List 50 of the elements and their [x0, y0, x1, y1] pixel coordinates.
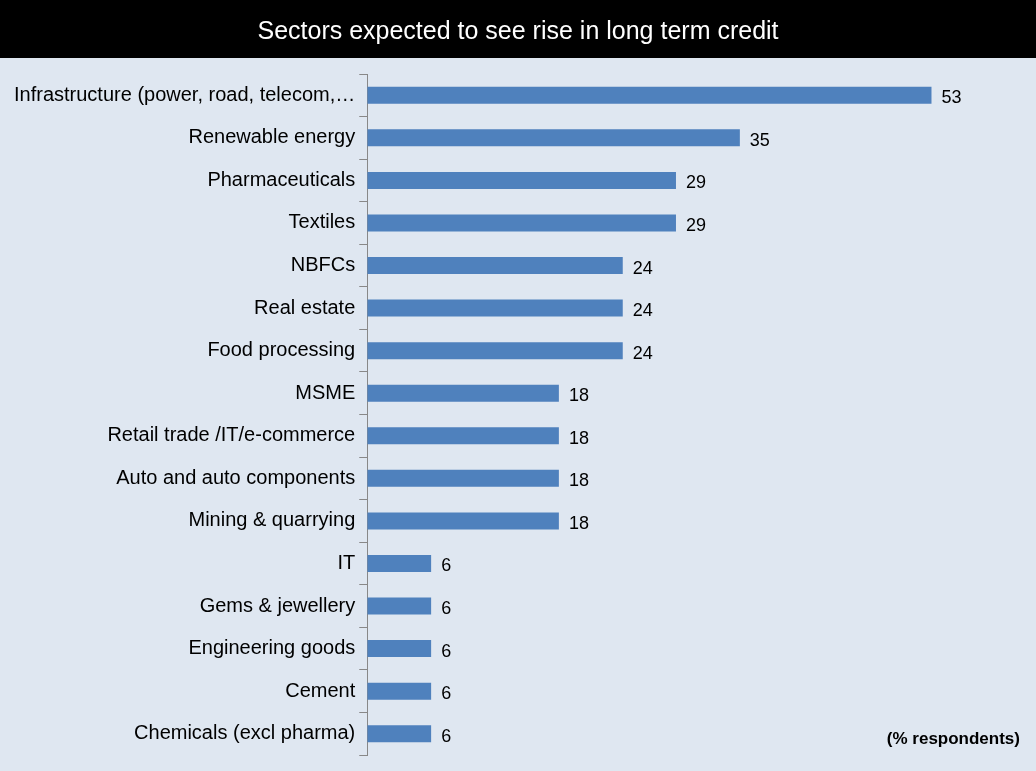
bar — [367, 257, 623, 275]
data-label: 24 — [632, 342, 653, 363]
bar — [367, 129, 740, 147]
data-label: 18 — [568, 427, 589, 448]
data-label: 35 — [749, 129, 770, 150]
y-tick-label: Infrastructure (power, road, telecom,… — [14, 82, 356, 105]
y-tick-label: Gems & jewellery — [199, 593, 356, 616]
bar — [367, 682, 432, 700]
bar — [367, 86, 932, 104]
chart-title: Sectors expected to see rise in long term credit — [0, 0, 1036, 58]
bar — [367, 342, 623, 360]
annotation: (% respondents) — [886, 728, 1020, 748]
y-tick-label: Renewable energy — [188, 125, 356, 148]
data-label: 18 — [568, 470, 589, 491]
data-label: 18 — [568, 512, 589, 533]
data-label: 53 — [941, 87, 962, 108]
bar — [367, 171, 676, 189]
y-tick-label: MSME — [295, 380, 356, 403]
data-label: 29 — [685, 172, 707, 193]
data-label: 6 — [441, 640, 452, 661]
bar — [367, 725, 432, 743]
y-tick-label: Engineering goods — [188, 636, 356, 659]
y-tick-label: Auto and auto components — [116, 465, 356, 488]
bar — [367, 597, 432, 615]
data-label: 6 — [441, 683, 452, 704]
data-label: 29 — [685, 214, 707, 235]
bar — [367, 214, 676, 232]
bar — [367, 384, 559, 402]
bar — [367, 299, 623, 317]
y-tick-label: Mining & quarrying — [188, 508, 356, 531]
y-tick-label: Real estate — [254, 295, 356, 318]
y-tick-label: Food processing — [207, 338, 356, 361]
y-tick-label: Chemicals (excl pharma) — [134, 721, 356, 744]
bar — [367, 554, 432, 572]
data-label: 24 — [632, 257, 653, 278]
y-tick-label: Textiles — [288, 210, 356, 233]
y-tick-label: IT — [337, 550, 356, 573]
bar — [367, 427, 559, 445]
y-tick-label: Retail trade /IT/e-commerce — [107, 423, 356, 446]
bar — [367, 469, 559, 487]
y-tick-label: Pharmaceuticals — [207, 167, 356, 190]
data-label: 6 — [441, 598, 452, 618]
data-label: 6 — [441, 555, 452, 576]
data-label: 6 — [441, 725, 452, 746]
bar — [367, 512, 559, 530]
y-tick-label: Cement — [285, 678, 356, 701]
y-tick-label: NBFCs — [290, 253, 356, 276]
data-label: 24 — [632, 300, 653, 321]
bar — [367, 640, 432, 658]
data-label: 18 — [568, 385, 589, 406]
